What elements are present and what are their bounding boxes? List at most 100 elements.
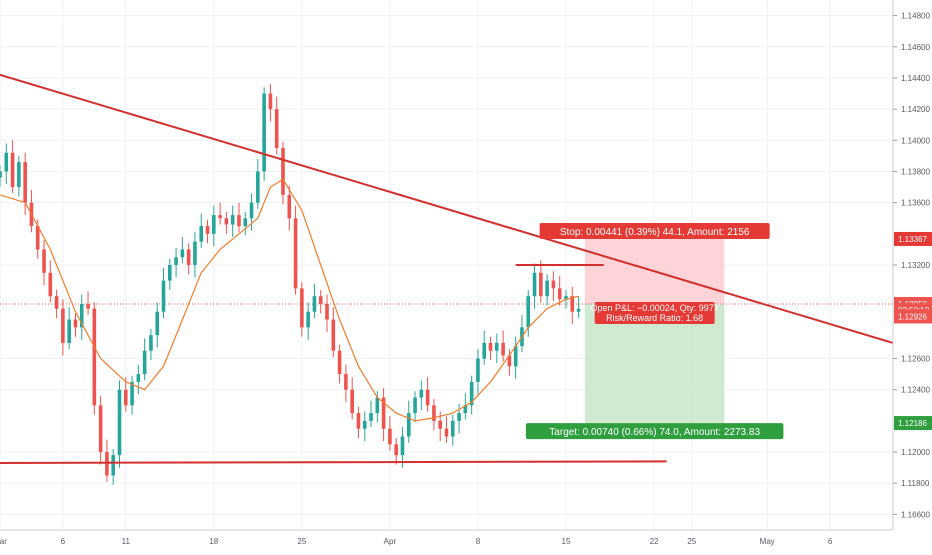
candle	[149, 335, 153, 351]
target-label-text: Target: 0.00740 (0.66%) 74.0, Amount: 22…	[549, 427, 760, 438]
stop-label-bg	[539, 222, 770, 239]
candle	[564, 296, 568, 300]
candle	[570, 296, 575, 312]
x-tick-label: 6	[61, 537, 66, 546]
candle	[293, 218, 298, 289]
time-axis-bg	[0, 530, 932, 550]
candle	[318, 296, 323, 304]
x-tick-label: 15	[562, 537, 571, 546]
candle	[230, 215, 235, 225]
candle	[105, 452, 109, 476]
candle	[98, 405, 103, 453]
candle	[167, 265, 172, 281]
trendline-descending	[0, 73, 894, 344]
target-label: Target: 0.00740 (0.66%) 74.0, Amount: 22…	[525, 423, 784, 440]
candle	[243, 218, 248, 227]
candle	[212, 215, 216, 234]
candle	[463, 405, 468, 414]
candle	[507, 355, 512, 367]
y-tick-label: 1.14200	[901, 105, 930, 114]
candle	[161, 280, 166, 312]
candle	[130, 381, 134, 406]
candle	[142, 350, 147, 375]
y-tick-label: 1.14400	[901, 74, 930, 83]
y-tick-label: 1.13800	[901, 167, 930, 176]
y-tick-label: 1.13600	[901, 199, 930, 208]
y-tick-label: 1.12600	[901, 355, 930, 364]
candle	[205, 226, 210, 234]
candle	[482, 342, 487, 359]
candle	[218, 215, 222, 219]
candle	[350, 389, 354, 414]
candle	[155, 311, 160, 336]
candles	[0, 84, 581, 485]
stop-label-text: Stop: 0.00441 (0.39%) 44.1, Amount: 2156	[560, 227, 750, 238]
candle	[444, 428, 449, 437]
candle	[356, 413, 361, 429]
candle	[476, 358, 480, 382]
stop-label: Stop: 0.00441 (0.39%) 44.1, Amount: 2156	[539, 222, 770, 239]
candle	[287, 194, 292, 219]
candle	[224, 218, 229, 225]
candle	[10, 152, 15, 188]
candle	[331, 319, 336, 351]
candle	[432, 405, 436, 421]
candle	[256, 171, 260, 203]
candle	[450, 420, 455, 437]
candle	[281, 148, 285, 195]
candle	[312, 296, 317, 312]
candle	[413, 397, 417, 414]
candle	[495, 342, 499, 351]
pnl-box-bg	[594, 301, 715, 324]
candle	[457, 413, 461, 421]
candle	[551, 280, 556, 289]
candle	[381, 397, 386, 429]
x-tick-label: 22	[650, 537, 659, 546]
y-tick-label: 1.14600	[901, 43, 930, 52]
candle	[61, 308, 65, 343]
target-label-bg	[525, 423, 784, 440]
candle	[526, 296, 531, 328]
candle	[136, 374, 141, 382]
x-tick-label: 25	[687, 537, 696, 546]
candle	[274, 109, 279, 149]
pnl-box: Open P&L: −0.00024, Qty: 9977Risk/Reward…	[590, 301, 719, 324]
candle	[488, 342, 493, 351]
candle	[344, 374, 348, 390]
price-label: 1.12186	[898, 419, 927, 428]
candle	[513, 346, 518, 367]
candle	[193, 241, 197, 265]
candle	[180, 249, 185, 258]
candle	[438, 420, 443, 429]
candle	[123, 389, 128, 406]
x-tick-label: 6	[828, 537, 833, 546]
candle	[576, 308, 581, 312]
candle	[539, 272, 543, 297]
candle	[362, 420, 367, 429]
y-tick-label: 1.13200	[901, 261, 930, 270]
candle	[117, 389, 122, 456]
candle	[17, 162, 21, 188]
x-tick-label: Mar	[0, 537, 7, 546]
candle	[54, 296, 59, 309]
candle	[557, 288, 562, 300]
candle	[186, 249, 191, 265]
x-tick-label: 18	[209, 537, 218, 546]
y-tick-label: 1.11800	[901, 479, 930, 488]
candle	[545, 280, 549, 297]
candle	[501, 342, 505, 356]
candle	[469, 381, 474, 406]
price-label-bg	[894, 309, 932, 324]
moving-average-line	[0, 178, 579, 422]
candle	[325, 303, 329, 320]
candle	[300, 288, 304, 328]
y-tick-label: 1.16600	[901, 510, 930, 519]
y-tick-label: 1.12000	[901, 448, 930, 457]
x-tick-label: 11	[122, 537, 131, 546]
candle	[48, 272, 53, 297]
candle	[73, 319, 78, 328]
pnl-line-2: Risk/Reward Ratio: 1.68	[606, 313, 703, 323]
candle	[174, 257, 178, 265]
